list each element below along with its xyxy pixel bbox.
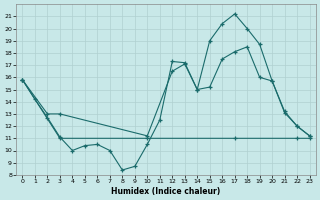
X-axis label: Humidex (Indice chaleur): Humidex (Indice chaleur) xyxy=(111,187,221,196)
